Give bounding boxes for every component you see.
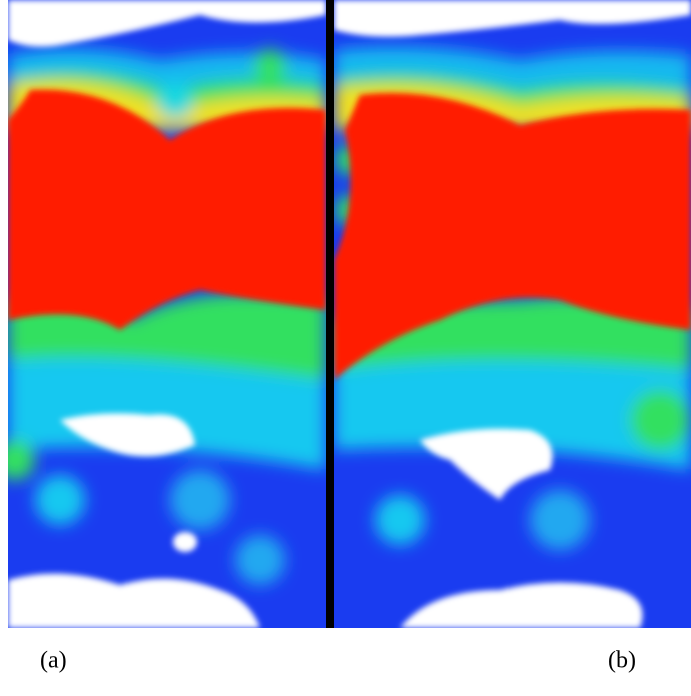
panel-label: (b): [608, 648, 636, 674]
divider: [326, 0, 334, 628]
heatmap-a: [8, 0, 326, 628]
heatmap-b: [334, 0, 691, 628]
panel-label: (a): [40, 648, 67, 674]
